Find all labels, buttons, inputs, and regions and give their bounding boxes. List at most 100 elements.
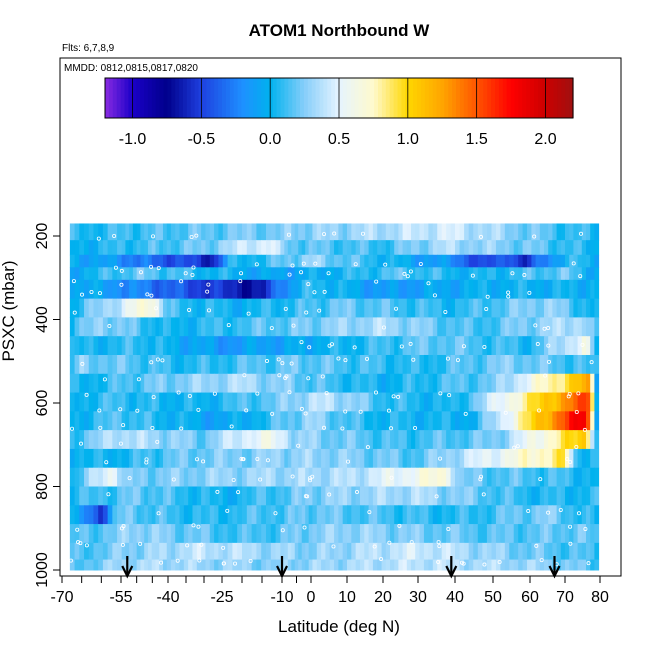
heatmap-cell bbox=[251, 298, 257, 318]
heatmap-cell bbox=[84, 430, 90, 450]
heatmap-cell bbox=[261, 336, 267, 356]
observation-point bbox=[264, 359, 269, 364]
heatmap-cell bbox=[129, 505, 134, 525]
heatmap-cell bbox=[504, 336, 510, 356]
heatmap-cell bbox=[459, 373, 465, 394]
heatmap-cell bbox=[280, 254, 285, 268]
heatmap-cell bbox=[155, 254, 160, 268]
heatmap-cell bbox=[218, 430, 224, 450]
heatmap-cell bbox=[129, 354, 134, 375]
heatmap-cell bbox=[552, 240, 558, 256]
colorbar-swatch bbox=[292, 78, 297, 118]
heatmap-cell bbox=[455, 267, 461, 281]
heatmap-cell bbox=[477, 254, 483, 268]
observation-point bbox=[389, 426, 394, 431]
x-tick-label: 80 bbox=[591, 589, 609, 606]
heatmap-cell bbox=[129, 559, 134, 571]
heatmap-cell bbox=[377, 542, 383, 561]
heatmap-cell bbox=[402, 486, 408, 506]
heatmap-cell bbox=[144, 486, 149, 506]
heatmap-cell bbox=[214, 411, 219, 431]
heatmap-cell bbox=[316, 279, 322, 300]
heatmap-cell bbox=[423, 279, 429, 300]
heatmap-cell bbox=[162, 298, 168, 318]
heatmap-cell bbox=[69, 317, 76, 337]
heatmap-cell bbox=[495, 336, 501, 356]
heatmap-cell bbox=[500, 505, 506, 525]
heatmap-cell bbox=[527, 448, 532, 469]
heatmap-cell bbox=[69, 279, 76, 300]
heatmap-cell bbox=[316, 392, 322, 412]
heatmap-cell bbox=[577, 411, 583, 431]
heatmap-cell bbox=[155, 542, 160, 561]
heatmap-cell bbox=[377, 298, 383, 318]
heatmap-cell bbox=[402, 373, 408, 394]
observation-point bbox=[387, 540, 392, 545]
heatmap-cell bbox=[79, 467, 85, 487]
heatmap-cell bbox=[294, 254, 299, 268]
heatmap-cell bbox=[569, 279, 574, 300]
heatmap-cell bbox=[338, 392, 344, 412]
heatmap-cell bbox=[246, 254, 253, 268]
heatmap-cell bbox=[284, 392, 289, 412]
colorbar-swatch bbox=[327, 78, 332, 118]
heatmap-cell bbox=[107, 411, 113, 431]
observation-point bbox=[80, 361, 85, 366]
heatmap-cell bbox=[201, 279, 206, 300]
heatmap-cell bbox=[214, 486, 219, 506]
heatmap-cell bbox=[441, 486, 447, 506]
heatmap-cell bbox=[552, 354, 558, 375]
heatmap-cell bbox=[381, 317, 387, 337]
heatmap-cell bbox=[565, 524, 570, 544]
heatmap-cell bbox=[232, 223, 238, 241]
heatmap-cell bbox=[441, 467, 447, 487]
observation-point bbox=[79, 441, 84, 446]
heatmap-cell bbox=[473, 392, 479, 412]
heatmap-cell bbox=[372, 411, 378, 431]
heatmap-cell bbox=[459, 542, 465, 561]
heatmap-cell bbox=[147, 354, 153, 375]
heatmap-cell bbox=[74, 411, 80, 431]
heatmap-cell bbox=[347, 430, 352, 450]
heatmap-cell bbox=[237, 559, 243, 571]
heatmap-cell bbox=[522, 542, 528, 561]
heatmap-cell bbox=[415, 373, 420, 394]
heatmap-cell bbox=[527, 392, 532, 412]
observation-point bbox=[535, 342, 540, 347]
heatmap-cell bbox=[522, 373, 528, 394]
heatmap-cell bbox=[129, 430, 134, 450]
heatmap-cell bbox=[232, 467, 238, 487]
heatmap-cell bbox=[513, 411, 519, 431]
heatmap-cell bbox=[398, 559, 404, 571]
heatmap-cell bbox=[298, 448, 303, 469]
heatmap-cell bbox=[504, 559, 510, 571]
heatmap-cell bbox=[102, 524, 109, 544]
y-tick-label: 600 bbox=[34, 390, 51, 417]
heatmap-cell bbox=[482, 240, 488, 256]
heatmap-cell bbox=[455, 448, 461, 469]
heatmap-cell bbox=[183, 542, 189, 561]
heatmap-cell bbox=[321, 524, 326, 544]
heatmap-cell bbox=[222, 542, 229, 561]
heatmap-cell bbox=[495, 392, 501, 412]
heatmap-cell bbox=[79, 411, 85, 431]
heatmap-cell bbox=[482, 524, 488, 544]
heatmap-cell bbox=[201, 223, 206, 241]
heatmap-cell bbox=[381, 524, 387, 544]
heatmap-cell bbox=[242, 279, 248, 300]
heatmap-cell bbox=[513, 317, 519, 337]
observation-point bbox=[84, 543, 89, 548]
heatmap-cell bbox=[329, 467, 335, 487]
heatmap-cell bbox=[565, 505, 570, 525]
heatmap-cell bbox=[556, 373, 562, 394]
colorbar-swatch bbox=[288, 78, 293, 118]
heatmap-cell bbox=[305, 467, 310, 487]
heatmap-cell bbox=[308, 411, 313, 431]
heatmap-cell bbox=[473, 542, 479, 561]
heatmap-cell bbox=[535, 298, 541, 318]
heatmap-cell bbox=[385, 448, 391, 469]
observation-point bbox=[196, 407, 201, 412]
heatmap-cell bbox=[84, 254, 90, 268]
heatmap-cell bbox=[125, 486, 130, 506]
heatmap-cell bbox=[455, 486, 461, 506]
